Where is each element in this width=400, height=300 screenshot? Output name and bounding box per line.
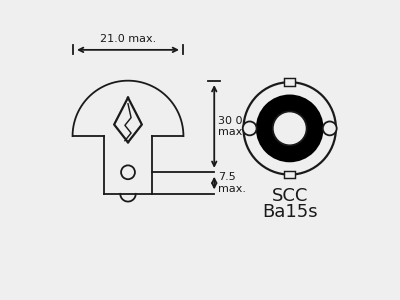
Circle shape bbox=[273, 112, 307, 145]
Bar bbox=[284, 78, 295, 86]
Text: 30 0
max.: 30 0 max. bbox=[218, 116, 246, 137]
Bar bbox=[284, 171, 295, 178]
Text: SCC: SCC bbox=[272, 187, 308, 205]
Text: 21.0 max.: 21.0 max. bbox=[100, 34, 156, 44]
Text: Ba15s: Ba15s bbox=[262, 202, 318, 220]
Circle shape bbox=[243, 122, 256, 135]
Circle shape bbox=[256, 94, 324, 162]
Circle shape bbox=[323, 122, 337, 135]
Text: 7.5
max.: 7.5 max. bbox=[218, 172, 246, 194]
